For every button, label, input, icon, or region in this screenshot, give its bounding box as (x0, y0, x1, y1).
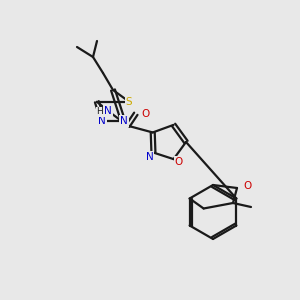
Text: N: N (146, 152, 153, 162)
Text: N: N (104, 106, 112, 116)
Text: S: S (126, 97, 133, 107)
Text: O: O (243, 181, 251, 191)
Text: N: N (120, 116, 128, 126)
Text: H: H (97, 107, 103, 116)
Text: O: O (174, 157, 183, 167)
Text: O: O (142, 109, 150, 119)
Text: N: N (98, 116, 106, 126)
